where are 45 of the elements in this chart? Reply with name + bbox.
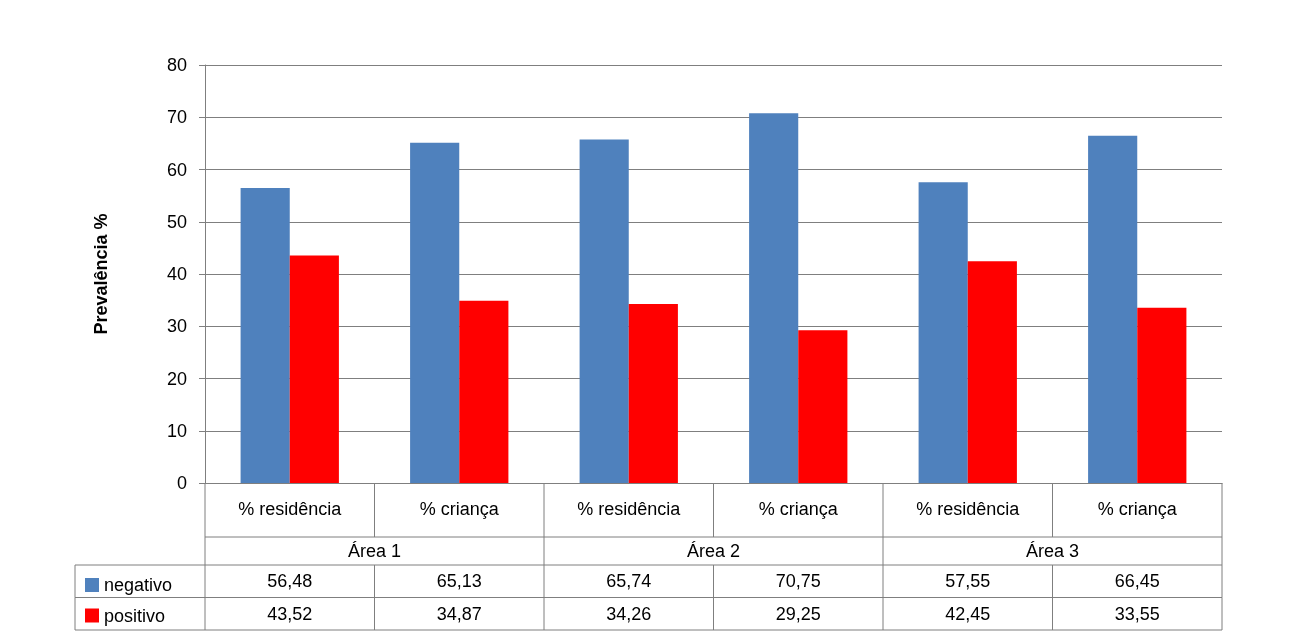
data-label: 65,74 [606,571,652,592]
text: Área 2 [686,541,741,561]
bar [1137,307,1187,483]
x-tick-label: % residência [577,499,682,519]
data-label: 43,52 [267,603,313,624]
bar [459,300,509,483]
y-tick-label: 80 [166,55,187,75]
bar [579,139,629,483]
data-label: 56,48 [267,571,313,592]
data-label: 34,87 [436,603,482,624]
x-tick-label: % residência [916,499,1021,519]
data-label: 42,45 [945,603,991,624]
data-label: 70,75 [775,571,821,592]
bar [410,142,460,483]
data-label: 65,13 [436,571,482,592]
y-tick-label: 40 [166,264,187,284]
data-label: 29,25 [775,603,821,624]
bar [240,187,290,483]
y-tick-label: 0 [176,473,187,493]
x-tick-label: % criança [1097,499,1178,519]
bar [967,261,1017,483]
y-tick-label: 20 [166,368,187,389]
x-tick-label: % residência [238,499,343,519]
bar [749,113,799,483]
bar [289,255,339,483]
y-tick-label: 70 [166,107,187,128]
legend-label: positivo [104,605,166,626]
data-label: 34,26 [606,603,652,624]
text: Área 1 [347,541,402,561]
y-tick-label: 30 [166,316,187,337]
data-label: 57,55 [945,571,991,592]
x-tick-label: % criança [758,499,839,519]
data-label: 33,55 [1114,603,1160,624]
y-tick-label: 50 [166,211,187,232]
y-tick-label: 10 [166,420,187,441]
bar [1088,135,1138,483]
bar [628,303,678,483]
y-tick-label: 60 [166,159,187,180]
data-label: 66,45 [1114,571,1160,592]
bar [798,330,848,483]
y-axis-title: Prevalência % [91,213,111,335]
text: Área 3 [1025,541,1080,561]
legend-label: negativo [104,575,173,595]
x-tick-label: % criança [419,499,500,519]
bar [918,182,968,483]
